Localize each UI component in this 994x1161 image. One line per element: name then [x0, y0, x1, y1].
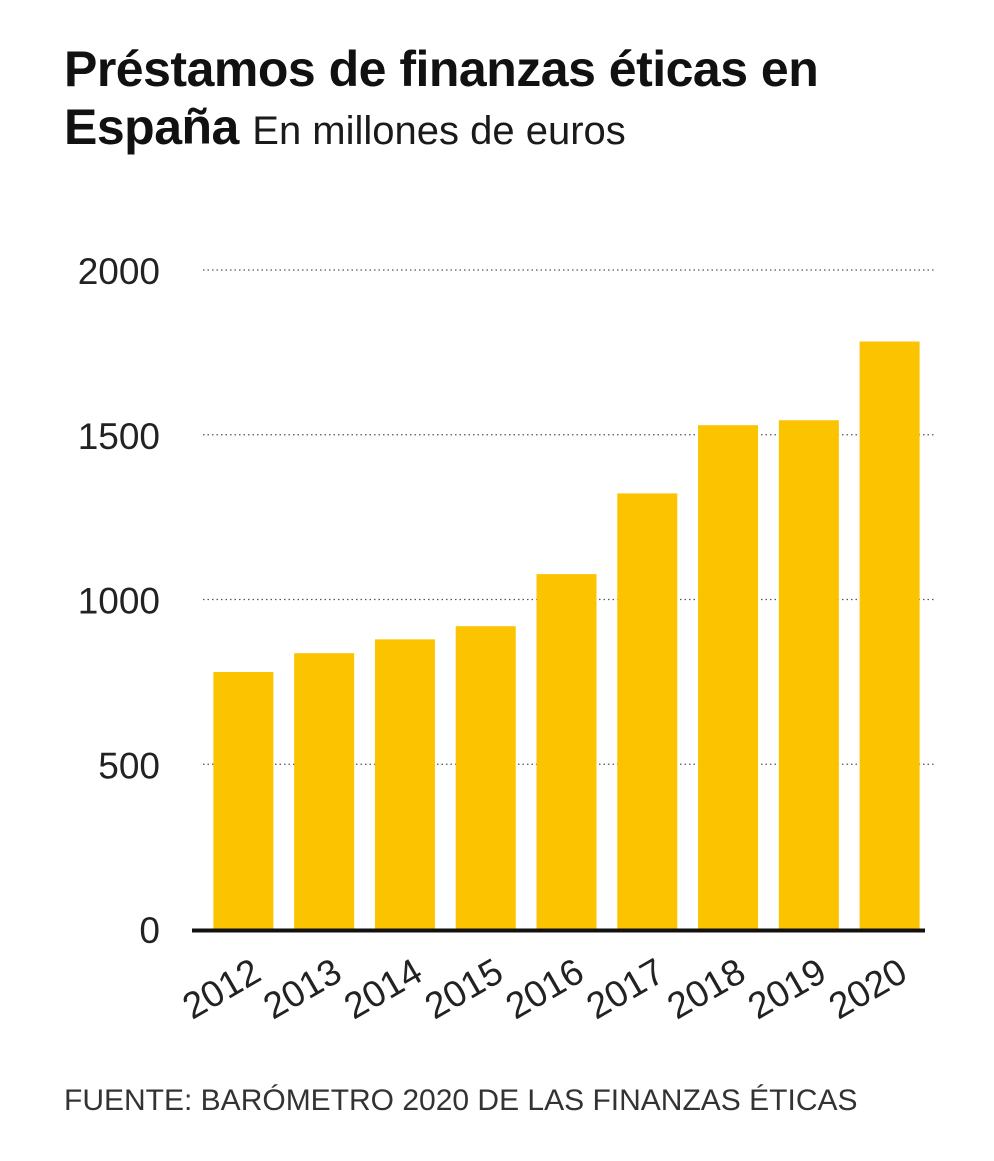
bar-2016: [536, 574, 597, 929]
bar-2012: [213, 671, 274, 929]
x-tick-label: 2020: [822, 950, 914, 1027]
x-tick-label: 2014: [337, 950, 429, 1027]
bars: [213, 341, 920, 930]
y-tick-label: 500: [98, 745, 160, 786]
x-tick-label: 2017: [579, 950, 671, 1027]
chart-title-block: Préstamos de finanzas éticas en España E…: [64, 40, 964, 160]
x-tick-label: 2018: [660, 950, 752, 1027]
x-tick-label: 2013: [256, 950, 348, 1027]
x-tick-label: 2015: [418, 950, 510, 1027]
x-tick-label: 2016: [499, 950, 591, 1027]
chart-subtitle: En millones de euros: [252, 109, 626, 153]
x-tick-label: 2019: [741, 950, 833, 1027]
y-axis-ticks: 0 500 1000 1500 2000: [78, 251, 160, 951]
source-note: FUENTE: BARÓMETRO 2020 DE LAS FINANZAS É…: [64, 1084, 858, 1117]
bar-2017: [617, 493, 678, 929]
bar-2014: [374, 639, 435, 929]
bar-2018: [698, 425, 759, 929]
y-tick-label: 1000: [78, 581, 160, 622]
x-tick-label: 2012: [176, 950, 268, 1027]
bar-2015: [455, 626, 516, 929]
bar-2013: [294, 653, 355, 929]
bar-2019: [778, 420, 839, 929]
y-tick-label: 0: [139, 910, 160, 951]
chart-title: Préstamos de finanzas éticas en España: [64, 41, 819, 155]
y-tick-label: 1500: [78, 416, 160, 457]
bar-2020: [859, 341, 920, 930]
y-tick-label: 2000: [78, 251, 160, 292]
